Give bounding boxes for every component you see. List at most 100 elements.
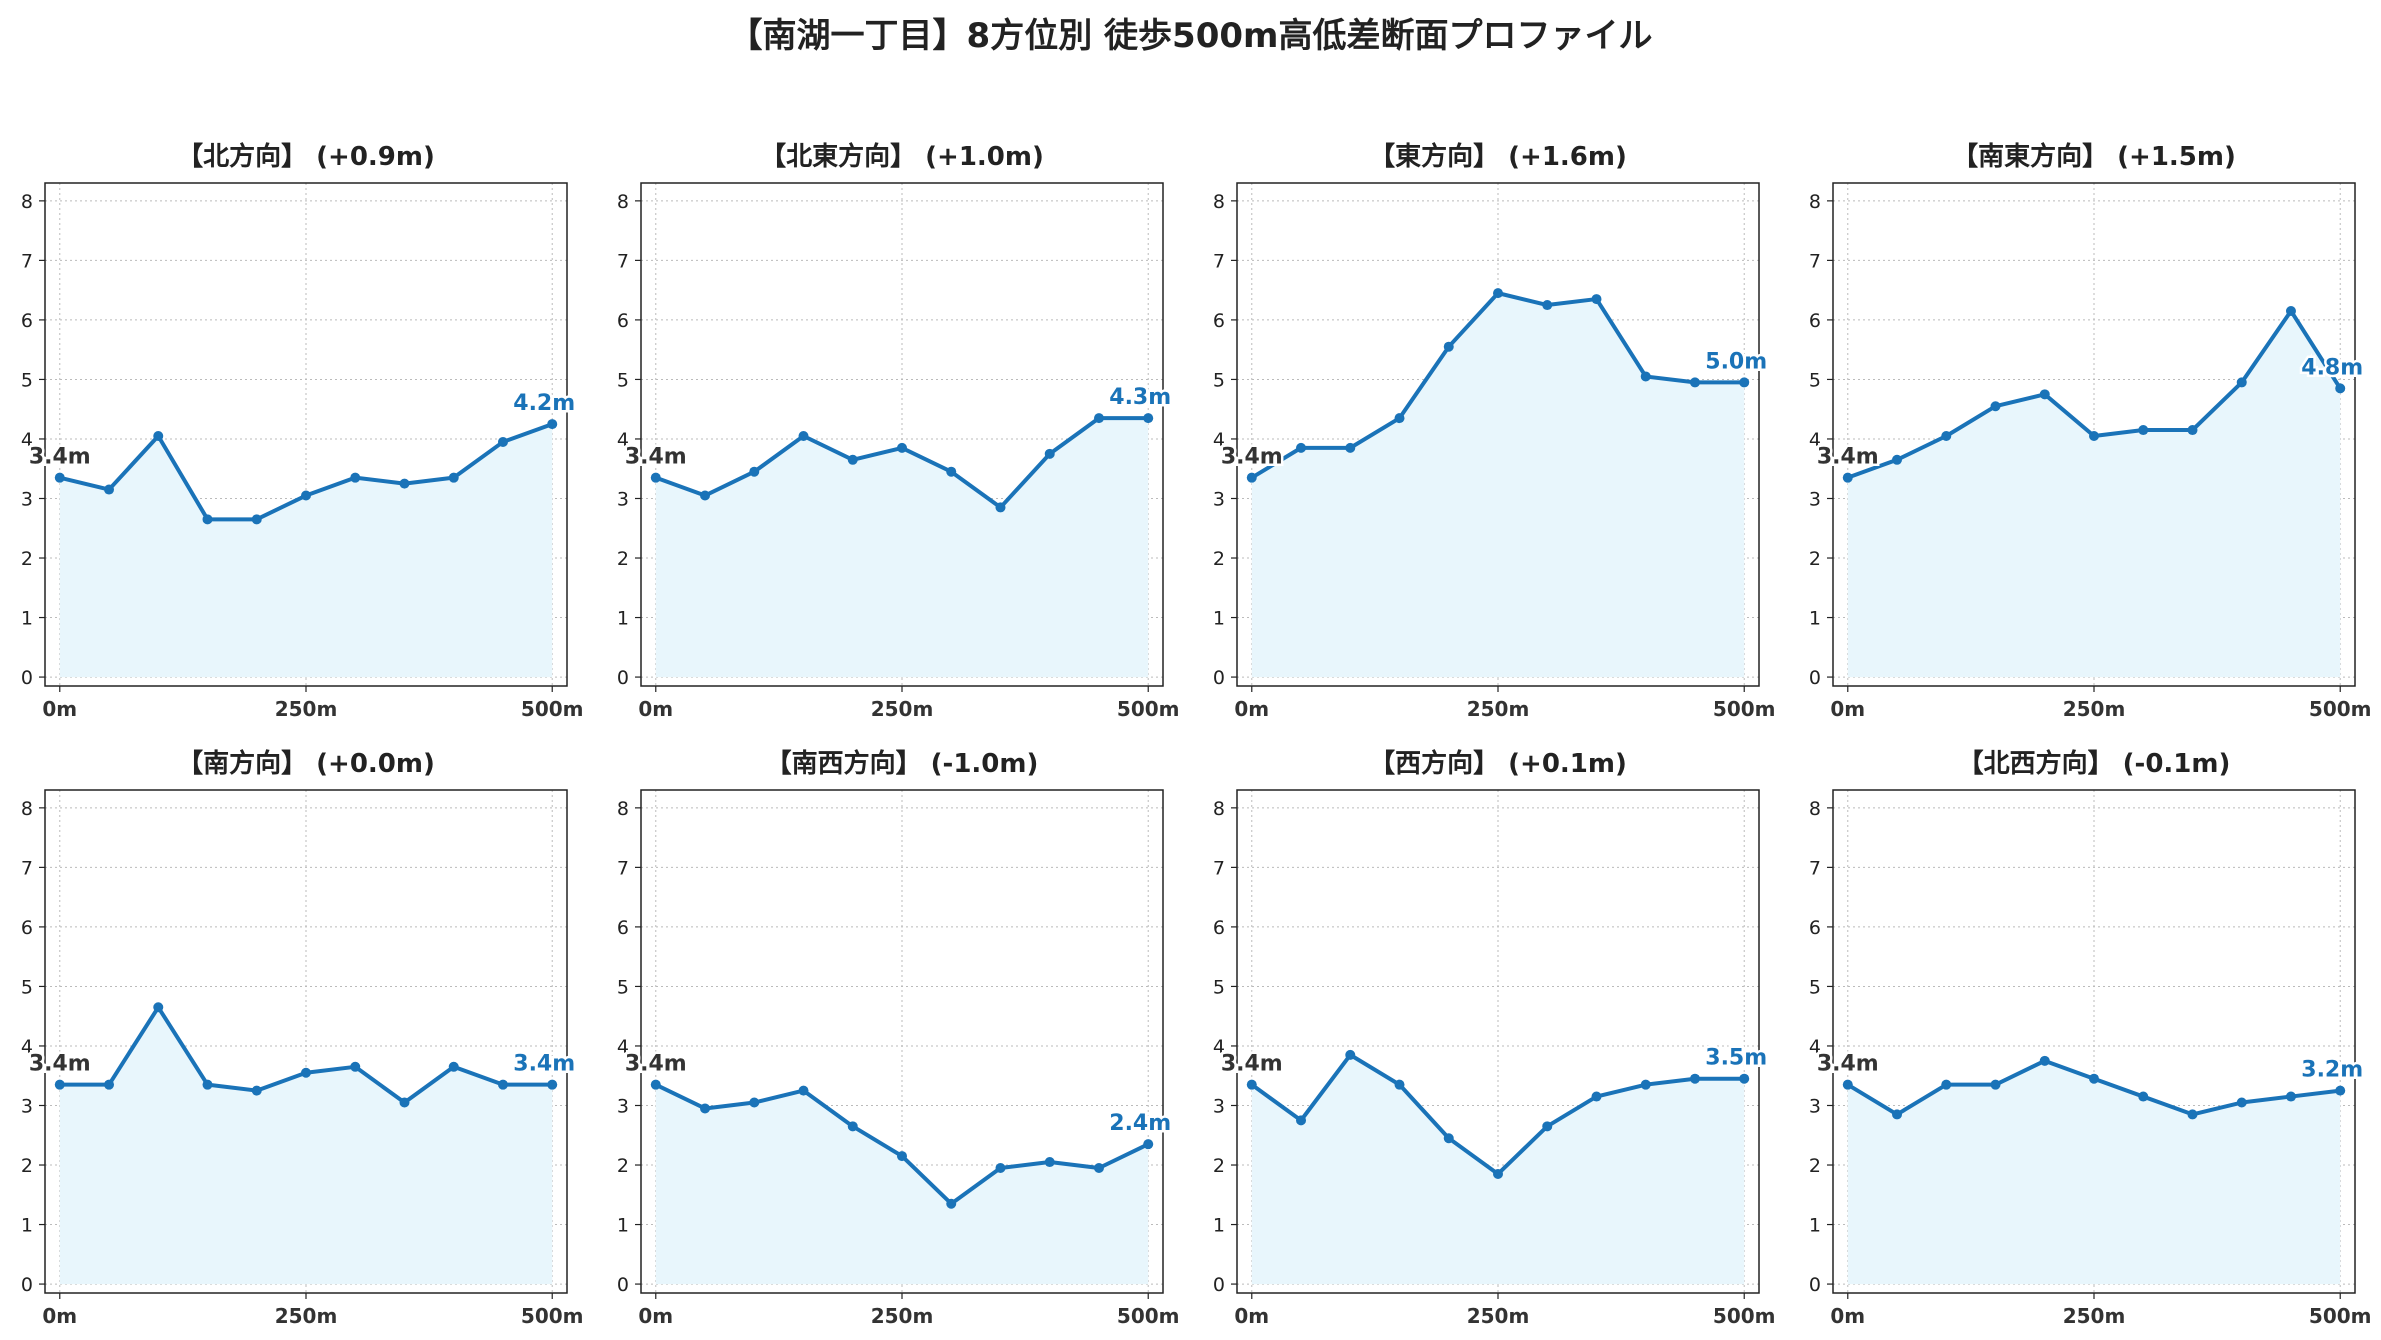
data-point xyxy=(2285,305,2296,316)
y-tick-label: 4 xyxy=(617,1036,629,1058)
data-point xyxy=(1739,1073,1750,1084)
y-tick-label: 7 xyxy=(1809,250,1821,272)
data-point xyxy=(1296,442,1307,453)
y-tick-label: 1 xyxy=(1809,608,1821,630)
data-point xyxy=(547,419,558,430)
elevation-area xyxy=(1251,1054,1745,1285)
elevation-area xyxy=(59,424,553,678)
y-tick-label: 4 xyxy=(21,429,33,451)
x-tick-label: 250m xyxy=(275,697,338,721)
data-point xyxy=(153,430,164,441)
data-point xyxy=(350,472,361,483)
data-point xyxy=(547,1079,558,1090)
plot-frame xyxy=(640,789,1164,1294)
elevation-area xyxy=(655,1084,1149,1285)
data-point xyxy=(2335,383,2346,394)
y-tick-label: 6 xyxy=(617,917,629,939)
subplot-title: 【東方向】 (+1.6m) xyxy=(1369,141,1627,172)
y-tick-label: 7 xyxy=(617,250,629,272)
y-tick-label: 5 xyxy=(21,369,33,391)
end-elevation-label: 5.0m xyxy=(1705,349,1767,374)
x-tick-label: 500m xyxy=(1713,1304,1776,1328)
data-point xyxy=(2039,389,2050,400)
data-point xyxy=(1394,1079,1405,1090)
y-tick-label: 2 xyxy=(617,1155,629,1177)
elevation-area xyxy=(1251,293,1745,678)
data-point xyxy=(2236,377,2247,388)
data-point xyxy=(700,1103,711,1114)
y-tick-label: 1 xyxy=(1213,608,1225,630)
y-tick-label: 5 xyxy=(21,976,33,998)
x-tick-label: 0m xyxy=(1830,1304,1865,1328)
subplot-6: 【南西方向】 (-1.0m) 0 1 2 3 4 5 6 7 8 0m 250m 500m 3.4m 2.4… xyxy=(617,748,1180,1328)
y-tick-label: 1 xyxy=(1213,1215,1225,1237)
data-point xyxy=(1044,1157,1055,1168)
y-tick-label: 3 xyxy=(1213,1095,1225,1117)
data-point xyxy=(1591,1091,1602,1102)
data-point xyxy=(1591,294,1602,305)
y-tick-label: 8 xyxy=(1809,191,1821,213)
start-elevation-label: 3.4m xyxy=(625,1052,687,1077)
data-point xyxy=(995,1162,1006,1173)
y-tick-label: 6 xyxy=(1213,917,1225,939)
x-tick-label: 0m xyxy=(1234,1304,1269,1328)
data-point xyxy=(2236,1097,2247,1108)
end-elevation-label: 3.5m xyxy=(1705,1046,1767,1071)
data-point xyxy=(251,514,262,525)
y-tick-label: 5 xyxy=(1213,369,1225,391)
x-tick-label: 250m xyxy=(1467,1304,1530,1328)
y-tick-label: 4 xyxy=(617,429,629,451)
start-elevation-label: 3.4m xyxy=(625,445,687,470)
x-tick-label: 250m xyxy=(2063,697,2126,721)
x-tick-label: 250m xyxy=(275,1304,338,1328)
data-point xyxy=(946,1198,957,1209)
y-tick-label: 8 xyxy=(1213,191,1225,213)
y-tick-label: 1 xyxy=(1809,1215,1821,1237)
y-tick-label: 4 xyxy=(1809,429,1821,451)
y-tick-label: 4 xyxy=(21,1036,33,1058)
subplot-8: 【北西方向】 (-0.1m) 0 1 2 3 4 5 6 7 8 0m 250m 500m 3.4m 3.2… xyxy=(1809,748,2372,1328)
plot-frame xyxy=(1832,789,2356,1294)
y-tick-label: 4 xyxy=(1809,1036,1821,1058)
data-point xyxy=(1345,1049,1356,1060)
x-tick-label: 500m xyxy=(2309,697,2372,721)
data-point xyxy=(650,1079,661,1090)
start-elevation-label: 3.4m xyxy=(29,1052,91,1077)
plot-frame xyxy=(1236,789,1760,1294)
subplot-title: 【西方向】 (+0.1m) xyxy=(1369,748,1627,779)
y-tick-label: 0 xyxy=(21,1274,33,1296)
subplot-title: 【南東方向】 (+1.5m) xyxy=(1952,141,2236,172)
y-tick-label: 1 xyxy=(617,608,629,630)
y-tick-label: 1 xyxy=(21,608,33,630)
data-point xyxy=(1892,454,1903,465)
plot-frame xyxy=(44,182,568,687)
data-point xyxy=(700,490,711,501)
data-point xyxy=(497,1079,508,1090)
y-tick-label: 5 xyxy=(617,369,629,391)
data-point xyxy=(1739,377,1750,388)
y-tick-label: 0 xyxy=(1213,1274,1225,1296)
x-tick-label: 500m xyxy=(1713,697,1776,721)
data-point xyxy=(104,1079,115,1090)
y-tick-label: 2 xyxy=(1809,548,1821,570)
data-point xyxy=(1892,1109,1903,1120)
y-tick-label: 5 xyxy=(1213,976,1225,998)
x-tick-label: 0m xyxy=(42,1304,77,1328)
y-tick-label: 2 xyxy=(21,548,33,570)
x-tick-label: 500m xyxy=(2309,1304,2372,1328)
y-tick-label: 6 xyxy=(617,310,629,332)
data-point xyxy=(202,514,213,525)
data-point xyxy=(1246,472,1257,483)
data-point xyxy=(1394,413,1405,424)
plot-frame xyxy=(1236,182,1760,687)
y-tick-label: 5 xyxy=(1809,369,1821,391)
subplot-title: 【北方向】 (+0.9m) xyxy=(177,141,435,172)
y-tick-label: 6 xyxy=(21,917,33,939)
data-point xyxy=(350,1061,361,1072)
y-tick-label: 1 xyxy=(617,1215,629,1237)
data-point xyxy=(897,442,907,453)
y-tick-label: 1 xyxy=(21,1215,33,1237)
data-point xyxy=(1493,288,1503,299)
elevation-area xyxy=(1847,310,2341,678)
x-tick-label: 0m xyxy=(1830,697,1865,721)
